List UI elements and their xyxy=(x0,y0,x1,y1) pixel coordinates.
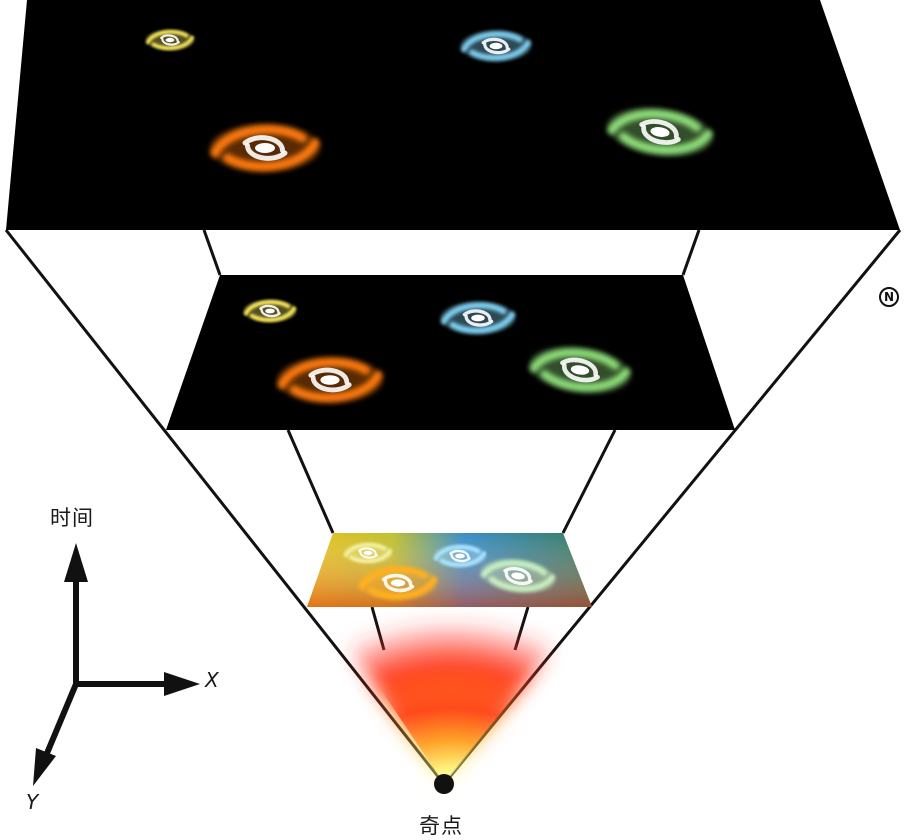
spiral-galaxy-icon xyxy=(146,30,194,51)
spiral-galaxy-icon xyxy=(461,31,531,61)
space-slice-middle xyxy=(166,275,735,430)
spiral-galaxy-icon xyxy=(277,357,383,403)
spiral-galaxy-icon xyxy=(210,124,320,172)
x-axis-label: X xyxy=(205,668,219,692)
corner-mark: N xyxy=(879,287,899,307)
spiral-galaxy-icon xyxy=(441,302,516,334)
y-axis-label: Y xyxy=(26,790,39,814)
singularity-label: 奇点 xyxy=(419,814,463,838)
space-slice-early xyxy=(307,533,592,607)
spiral-galaxy-icon xyxy=(344,543,392,564)
cone-outline xyxy=(4,229,902,785)
singularity-dot-icon xyxy=(434,774,454,794)
fireball xyxy=(350,618,552,784)
spiral-galaxy-icon xyxy=(358,566,437,600)
spiral-galaxy-icon xyxy=(244,300,297,323)
space-slice-top xyxy=(6,0,900,230)
spiral-galaxy-icon xyxy=(434,545,487,568)
time-axis-label: 时间 xyxy=(50,506,94,530)
axis-arrow-icon xyxy=(33,543,200,786)
